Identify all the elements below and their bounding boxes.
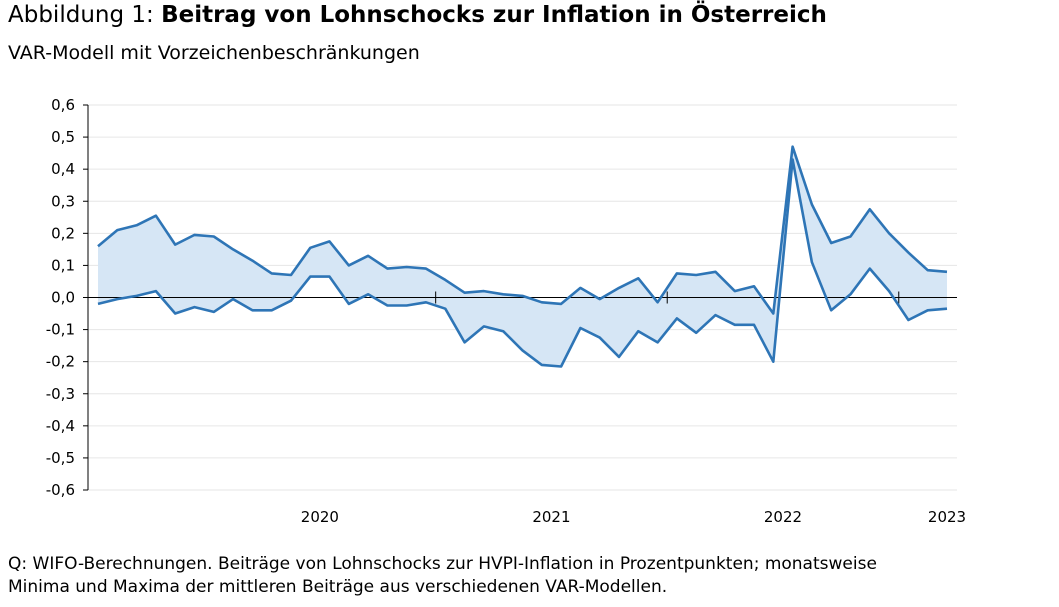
y-tick-label: -0,3 [46,385,75,403]
range-band [98,146,947,367]
chart-subtitle: VAR-Modell mit Vorzeichenbeschränkungen [8,42,420,64]
axes [83,104,957,491]
y-tick-label: 0,1 [51,256,75,274]
y-tick-label: -0,4 [46,417,75,435]
series-lines [97,145,948,368]
y-tick-label: -0,2 [46,353,75,371]
title-prefix: Abbildung 1: [8,2,162,28]
y-tick-label: 0,2 [51,224,75,242]
y-tick-label: 0,4 [51,160,75,178]
y-tick-label: -0,1 [46,321,75,339]
x-tick-label: 2021 [532,508,570,526]
title-main: Beitrag von Lohnschocks zur Inflation in… [161,2,827,28]
chart-title: Abbildung 1: Beitrag von Lohnschocks zur… [8,2,827,28]
source-note-line-2: Minima und Maxima der mittleren Beiträge… [8,577,668,597]
source-note-line-1: Q: WIFO-Berechnungen. Beiträge von Lohns… [8,554,877,574]
y-tick-labels: 0,6 0,5 0,4 0,3 0,2 0,1 0,0 -0,1 -0,2 -0,3 -0,4 -0,… [46,96,75,499]
y-tick-label: 0,3 [51,192,75,210]
x-tick-label: 2023 [928,508,966,526]
y-tick-label: 0,5 [51,128,75,146]
series-line-2 [97,158,948,368]
y-tick-label: -0,6 [46,481,75,499]
source-note: Q: WIFO-Berechnungen. Beiträge von Lohns… [8,553,1058,599]
x-tick-label: 2020 [301,508,339,526]
range-band-area [98,146,947,367]
y-tick-label: 0,6 [51,96,75,114]
series-line-1 [97,145,948,315]
y-tick-label: 0,0 [51,289,75,307]
x-tick-label: 2022 [764,508,802,526]
y-tick-label: -0,5 [46,449,75,467]
x-tick-labels: 2020 2021 2022 2023 [301,508,966,526]
